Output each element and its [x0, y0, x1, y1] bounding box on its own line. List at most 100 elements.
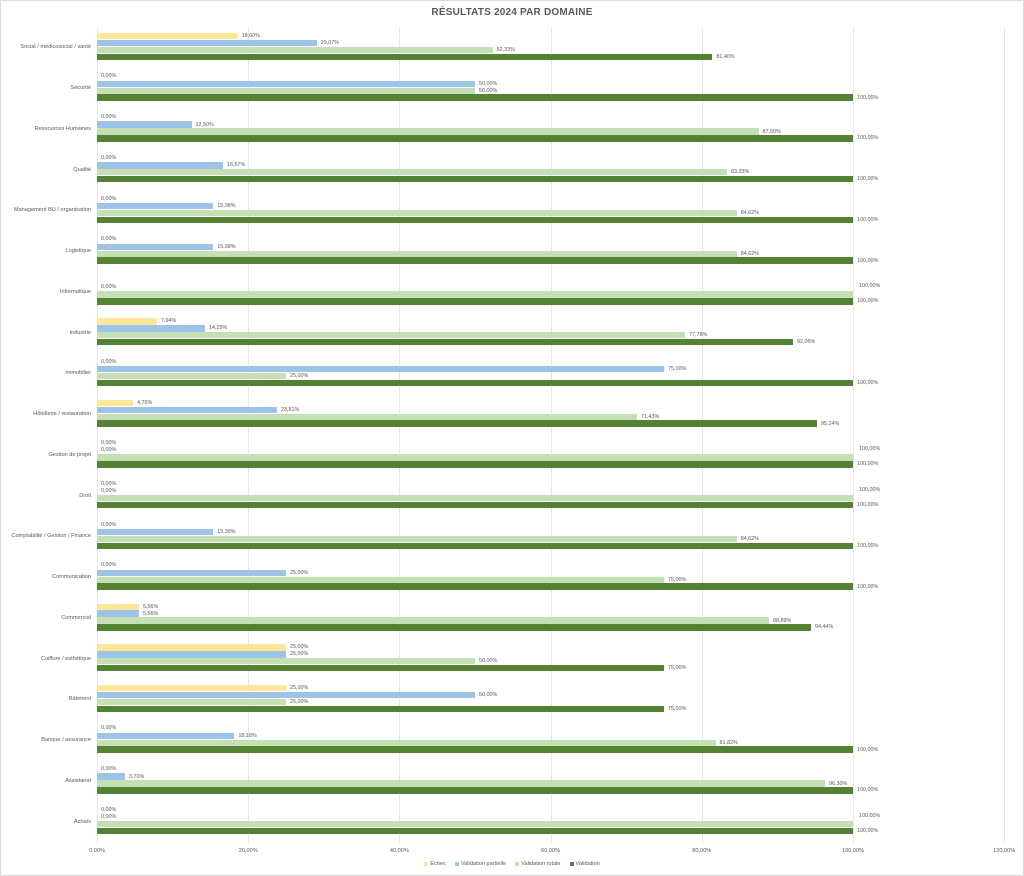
bar-validation: [97, 746, 853, 753]
legend-swatch-icon: [424, 862, 429, 866]
data-label: 100,00%: [857, 216, 879, 223]
data-label: 0,00%: [101, 725, 117, 732]
data-label: 0,00%: [101, 480, 117, 487]
data-label: 87,50%: [762, 128, 781, 135]
data-label: 0,00%: [101, 766, 117, 772]
bar-validation-totale: [97, 169, 727, 176]
plot-area: 18,60% 29,07% 52,33% 81,40% 0,00% 50,00% 50,00…: [97, 28, 1006, 843]
data-label: 81,82%: [719, 739, 738, 746]
x-tick-label: 120,00%: [993, 848, 1016, 854]
data-label: 100,00%: [857, 94, 879, 101]
data-label: 75,00%: [668, 705, 687, 712]
bar-validation-partielle: [97, 528, 214, 536]
bar-validation-totale: [97, 576, 664, 583]
category-label: Management BU / organisation: [13, 207, 91, 214]
data-label: 100,00%: [857, 298, 879, 305]
data-label: 15,38%: [217, 243, 236, 250]
data-label: 5,56%: [143, 603, 159, 610]
data-label: 0,00%: [101, 440, 117, 446]
bar-validation-totale: [97, 209, 737, 217]
category-label: Social / médicosocial / santé: [20, 44, 91, 51]
x-tick-label: 80,00%: [692, 848, 712, 854]
data-label: 50,00%: [479, 87, 498, 94]
bar-echec: [97, 603, 140, 610]
bar-validation-partielle: [97, 691, 475, 699]
legend-swatch-icon: [454, 862, 459, 866]
data-label: 100,00%: [857, 257, 879, 264]
bar-validation: [97, 461, 853, 468]
data-label: 0,00%: [101, 154, 117, 161]
data-label: 75,00%: [668, 366, 687, 373]
x-tick-label: 60,00%: [541, 848, 561, 854]
bar-validation: [97, 583, 853, 590]
x-tick-label: 20,00%: [238, 848, 258, 854]
data-label: 0,00%: [101, 73, 117, 80]
bar-validation-partielle: [97, 732, 235, 740]
bar-validation-partielle: [97, 80, 475, 88]
bar-validation: [97, 664, 664, 672]
bar-echec: [97, 685, 286, 692]
data-label: 0,00%: [101, 283, 117, 290]
data-label: 0,00%: [101, 806, 117, 813]
bar-validation-partielle: [97, 202, 214, 210]
bar-validation: [97, 827, 853, 835]
category-label: Sécurité: [70, 85, 91, 92]
bar-validation-partielle: [97, 162, 224, 169]
legend-item: Validation: [569, 861, 600, 867]
data-label: 0,00%: [101, 358, 117, 365]
data-label: 25,00%: [290, 651, 309, 658]
bar-validation: [97, 624, 811, 631]
data-label: 0,00%: [101, 114, 117, 120]
bar-validation-totale: [97, 821, 853, 828]
bar-validation: [97, 175, 853, 183]
category-label: Qualité: [73, 166, 91, 173]
data-label: 18,18%: [238, 732, 257, 739]
gridline: [248, 28, 250, 843]
data-label: 96,30%: [829, 780, 848, 787]
data-label: 25,00%: [290, 685, 309, 692]
category-label: Ressources Humaines: [34, 125, 91, 132]
bar-validation-totale: [97, 250, 737, 257]
legend-label: Echec: [430, 861, 446, 867]
data-label: 25,00%: [290, 569, 309, 576]
gridline: [1004, 28, 1006, 843]
bar-validation-totale: [97, 780, 826, 787]
legend: Echec Validation partielle Validation tota…: [0, 861, 1024, 867]
data-label: 100,00%: [859, 446, 881, 453]
data-label: 77,78%: [689, 332, 708, 339]
bar-validation: [97, 216, 853, 224]
bar-validation-totale: [97, 495, 853, 502]
data-label: 0,00%: [101, 446, 117, 453]
category-label: Banque / assurance: [41, 737, 91, 744]
bar-validation: [97, 53, 713, 61]
data-label: 100,00%: [857, 542, 879, 549]
data-label: 100,00%: [859, 813, 881, 820]
category-label: Communication: [52, 574, 91, 581]
category-label: Immobilier: [65, 370, 91, 377]
data-label: 23,81%: [281, 406, 300, 413]
bar-validation: [97, 542, 853, 550]
data-label: 25,00%: [290, 373, 309, 379]
category-label: Bâtiment: [68, 696, 91, 703]
category-label: Droit: [79, 492, 91, 499]
legend-label: Validation partielle: [460, 861, 507, 867]
x-tick-label: 0,00%: [89, 848, 105, 854]
data-label: 100,00%: [857, 583, 879, 590]
data-label: 18,60%: [241, 33, 260, 40]
bar-validation: [97, 501, 853, 509]
data-label: 50,00%: [479, 80, 498, 87]
category-label: Gestion de projet: [48, 451, 91, 458]
data-label: 100,00%: [859, 283, 881, 290]
category-label: Comptabilité / Gestion / Finance: [11, 533, 91, 540]
data-label: 15,38%: [217, 529, 236, 536]
data-label: 100,00%: [859, 487, 881, 494]
category-label: Hôtellerie / restauration: [33, 411, 91, 418]
bar-validation: [97, 787, 853, 794]
data-label: 3,70%: [128, 773, 145, 780]
data-label: 100,00%: [857, 379, 879, 386]
category-label: Commercial: [61, 614, 91, 621]
gridline: [701, 28, 703, 843]
bar-validation: [97, 379, 853, 387]
data-label: 29,07%: [320, 40, 340, 47]
bar-validation-partielle: [97, 610, 140, 617]
